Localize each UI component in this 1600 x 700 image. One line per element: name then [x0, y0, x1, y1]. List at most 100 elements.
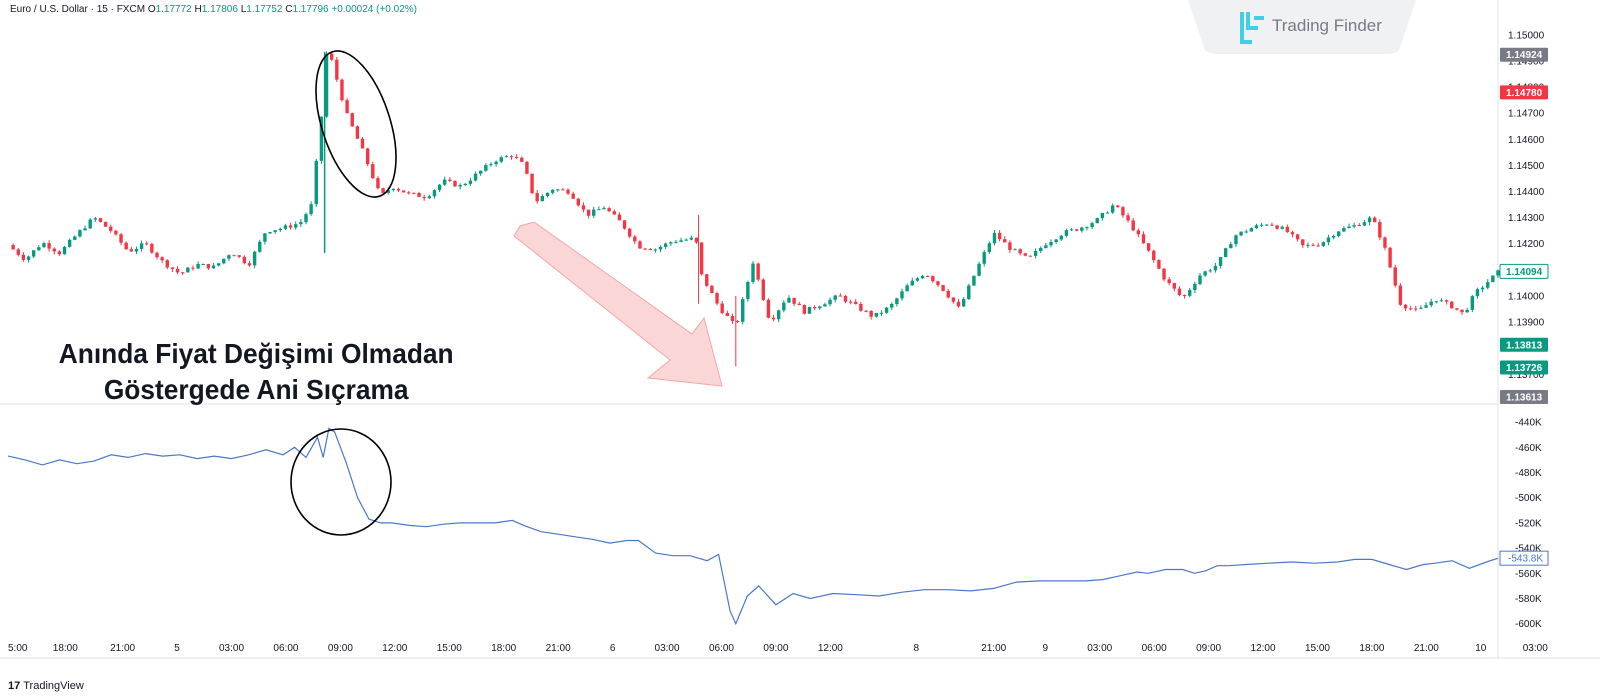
candle-body — [797, 303, 801, 306]
candle-body — [463, 183, 467, 186]
candle-body — [756, 263, 760, 280]
candle-body — [1131, 220, 1135, 231]
time-tick-label: 5 — [174, 643, 180, 654]
candle-body — [211, 265, 216, 269]
candle-body — [360, 138, 365, 149]
candle-body — [550, 189, 555, 193]
time-tick-label: 06:00 — [1142, 643, 1167, 654]
candle-body — [1157, 260, 1161, 269]
candle-body — [1295, 234, 1300, 240]
candle-body — [1496, 270, 1500, 276]
candle-body — [268, 232, 272, 234]
candle-body — [42, 243, 46, 248]
candle-body — [854, 301, 858, 304]
candle-body — [453, 180, 457, 187]
candle-body — [1126, 215, 1130, 221]
candle-body — [227, 255, 231, 259]
time-tick-label: 03:00 — [1523, 643, 1548, 654]
tradingview-brand[interactable]: 17 TradingView — [8, 680, 84, 692]
candle-body — [1049, 241, 1053, 246]
candle-body — [396, 188, 401, 191]
candle-body — [52, 248, 56, 252]
candle-body — [890, 304, 894, 308]
open-label: O — [147, 4, 156, 15]
candle-body — [658, 246, 663, 250]
candle-body — [458, 185, 462, 187]
candle-body — [1357, 225, 1361, 227]
candle-body — [1023, 253, 1028, 256]
candle-body — [982, 252, 986, 264]
candle-body — [1337, 231, 1341, 237]
annotation-line-2: Göstergede Ani Sıçrama — [103, 374, 409, 405]
candle-body — [278, 228, 283, 231]
time-tick-label: 03:00 — [219, 643, 244, 654]
candle-body — [1198, 275, 1202, 284]
candle-body — [843, 296, 848, 302]
candle-body — [1383, 237, 1387, 248]
candle-body — [699, 242, 704, 275]
candle-body — [119, 234, 123, 243]
time-tick-label: 12:00 — [1251, 643, 1276, 654]
candle-body — [674, 241, 678, 243]
candle-body — [540, 196, 545, 202]
candle-body — [473, 173, 478, 181]
indicator-tick-label: -460K — [1515, 443, 1542, 454]
low-label: L — [240, 4, 247, 15]
candle-body — [823, 304, 827, 307]
candle-body — [612, 211, 616, 215]
candle-body — [992, 232, 997, 244]
candle-body — [694, 237, 699, 243]
indicator-tick-label: -580K — [1515, 594, 1542, 605]
candle-body — [1480, 287, 1485, 290]
indicator-line — [7, 427, 1499, 626]
candle-body — [592, 209, 596, 216]
candle-body — [1218, 256, 1223, 266]
candle-body — [884, 307, 889, 313]
candle-body — [514, 156, 519, 158]
candle-body — [1280, 226, 1284, 229]
candle-body — [1059, 235, 1063, 240]
candle-body — [57, 251, 62, 255]
price-label-text: 1.13726 — [1506, 363, 1543, 374]
candle-body — [1188, 290, 1192, 296]
trading-finder-logo-text: Trading Finder — [1272, 16, 1382, 35]
candle-body — [391, 188, 396, 191]
indicator-tick-label: -560K — [1515, 569, 1542, 580]
price-tick-label: 1.14000 — [1508, 291, 1545, 302]
candle-body — [818, 306, 822, 309]
candle-body — [1182, 294, 1187, 296]
candle-body — [155, 252, 159, 258]
candle-body — [1347, 226, 1351, 229]
candle-body — [21, 254, 26, 260]
candle-body — [263, 233, 267, 242]
watermark-logo-panel — [1188, 0, 1416, 54]
price-label-tag — [1500, 337, 1548, 352]
candle-body — [62, 246, 67, 255]
candle-body — [828, 299, 832, 305]
candle-body — [422, 196, 426, 199]
candle-body — [1095, 218, 1099, 224]
candle-body — [324, 53, 329, 117]
candle-body — [1074, 229, 1079, 231]
candle-body — [88, 219, 92, 229]
candle-body — [201, 264, 205, 266]
candle-body — [1162, 268, 1166, 280]
indicator-tick-label: -600K — [1515, 619, 1542, 630]
indicator-tick-label: -520K — [1515, 518, 1542, 529]
candle-body — [1254, 225, 1259, 229]
candle-body — [16, 249, 20, 255]
candle-body — [936, 281, 940, 286]
candle-body — [1223, 248, 1228, 257]
candle-body — [407, 192, 411, 194]
candle-body — [67, 239, 72, 247]
symbol-name: Euro / U.S. Dollar · 15 · FXCM — [10, 4, 146, 15]
candle-body — [1290, 232, 1295, 235]
candle-body — [1069, 229, 1074, 231]
candle-body — [401, 190, 406, 193]
indicator-tick-label: -480K — [1515, 468, 1542, 479]
candle-body — [1275, 225, 1279, 229]
candle-body — [180, 272, 185, 274]
candle-body — [1460, 309, 1464, 313]
candle-body — [1403, 304, 1408, 309]
down-arrow-annotation — [513, 221, 723, 387]
